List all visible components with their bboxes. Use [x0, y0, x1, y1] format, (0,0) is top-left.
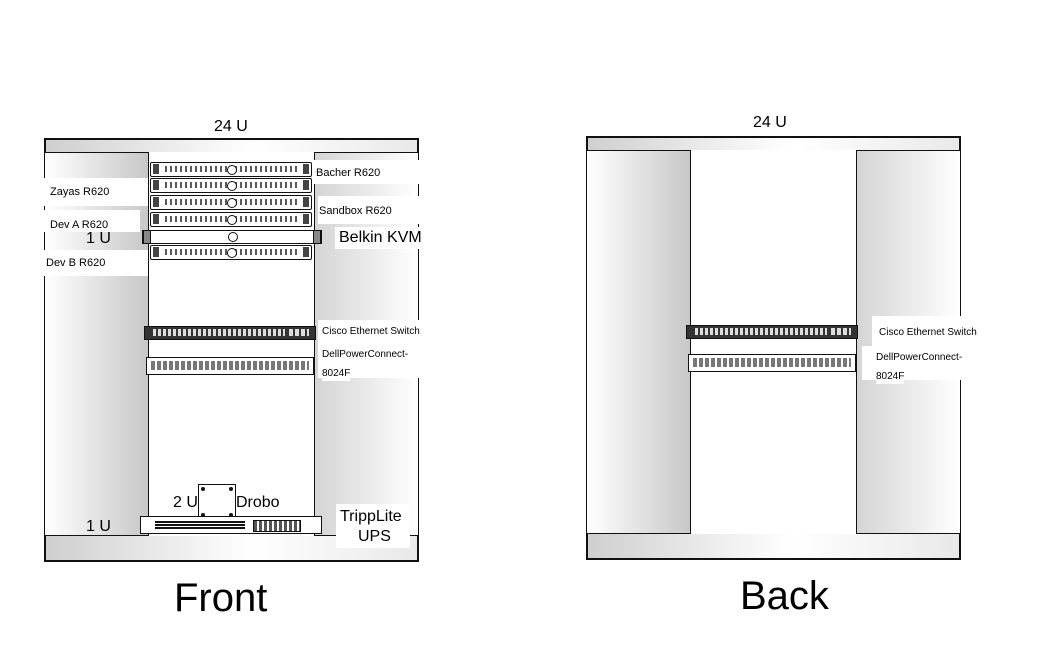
ups-label-line2: UPS — [358, 528, 391, 545]
dev-b-label: Dev B R620 — [46, 256, 106, 270]
label-box — [335, 227, 419, 249]
drobo-unit — [198, 484, 236, 520]
front-title: Front — [174, 576, 268, 620]
cisco-switch — [686, 325, 858, 339]
drobo-u-label: 2 U — [173, 494, 198, 511]
zayas-label: Zayas R620 — [50, 185, 110, 199]
ups-u-label: 1 U — [86, 518, 111, 535]
belkin-label: Belkin KVM — [339, 229, 422, 246]
cisco-label: Cisco Ethernet Switch — [322, 325, 420, 339]
server-r620 — [150, 212, 312, 227]
server-r620 — [150, 245, 312, 260]
cisco-switch — [144, 326, 316, 340]
back-left-post — [586, 150, 692, 534]
drobo-label: Drobo — [236, 494, 280, 511]
dell-label-line1: DellPowerConnect- — [322, 348, 409, 362]
back-cisco-label: Cisco Ethernet Switch — [879, 326, 977, 340]
back-rack-bay — [690, 150, 857, 534]
dev-a-label: Dev A R620 — [50, 218, 109, 232]
back-dell-label-line2: 8024F — [876, 370, 905, 384]
bacher-label: Bacher R620 — [316, 166, 381, 180]
server-r620 — [150, 162, 312, 177]
belkin-kvm-unit — [142, 230, 322, 244]
back-dell-label-line1: DellPowerConnect- — [876, 351, 963, 365]
tripplite-ups-unit — [140, 516, 322, 534]
dell-powerconnect-switch — [146, 357, 314, 375]
server-r620 — [150, 178, 312, 193]
server-r620 — [150, 195, 312, 210]
front-height-label: 24 U — [214, 118, 248, 135]
label-box — [336, 504, 410, 548]
back-title: Back — [740, 574, 829, 618]
ups-label-line1: TrippLite — [340, 508, 402, 525]
dell-label-line2: 8024F — [322, 367, 351, 381]
sandbox-label: Sandbox R620 — [319, 204, 392, 218]
back-bottom-rail — [586, 532, 961, 560]
back-height-label: 24 U — [753, 114, 787, 131]
kvm-u-label: 1 U — [86, 230, 111, 247]
dell-powerconnect-switch — [688, 354, 856, 372]
